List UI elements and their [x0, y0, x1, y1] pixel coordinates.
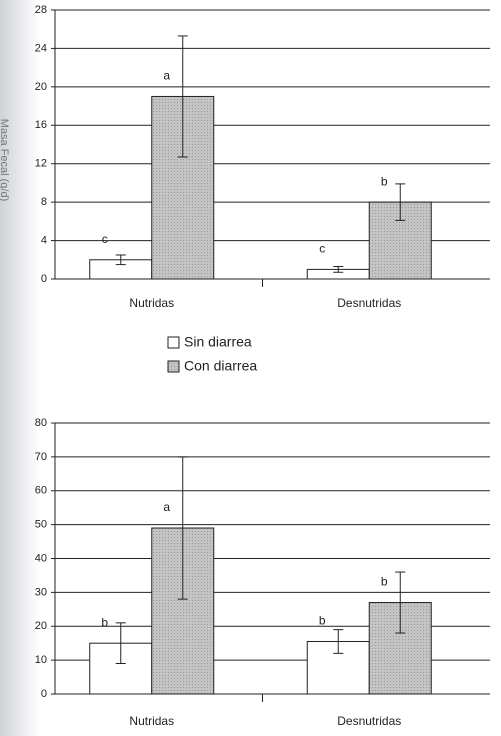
- significance-letter: a: [163, 500, 170, 514]
- y-tick-label: 0: [41, 273, 47, 285]
- y-tick-label: 24: [35, 42, 47, 54]
- y-axis-label: Masa Fecal (g/d): [0, 119, 10, 202]
- legend-label: Con diarrea: [184, 358, 257, 374]
- significance-letter: b: [381, 575, 388, 589]
- significance-letter: b: [101, 615, 108, 629]
- significance-letter: b: [381, 174, 388, 188]
- y-tick-label: 8: [41, 196, 47, 208]
- y-tick-label: 12: [35, 158, 47, 170]
- x-tick-label: Desnutridas: [337, 296, 401, 310]
- y-tick-label: 60: [35, 485, 47, 497]
- y-tick-label: 10: [35, 654, 47, 666]
- y-tick-label: 0: [41, 688, 47, 700]
- y-tick-label: 4: [41, 234, 47, 246]
- y-tick-label: 50: [35, 519, 47, 531]
- significance-letter: b: [319, 614, 326, 628]
- y-tick-label: 80: [35, 417, 47, 429]
- legend-swatch: [167, 336, 180, 349]
- legend-swatch: [167, 360, 180, 373]
- significance-letter: a: [163, 69, 170, 83]
- y-tick-label: 30: [35, 586, 47, 598]
- y-tick-label: 40: [35, 552, 47, 564]
- scan-edge: [0, 0, 40, 736]
- y-tick-label: 70: [35, 451, 47, 463]
- y-tick-label: 20: [35, 81, 47, 93]
- x-tick-label: Nutridas: [129, 296, 174, 310]
- x-tick-label: Nutridas: [129, 714, 174, 728]
- y-tick-label: 16: [35, 119, 47, 131]
- y-tick-label: 28: [35, 4, 47, 16]
- significance-letter: c: [102, 232, 108, 246]
- y-tick-label: 20: [35, 620, 47, 632]
- x-tick-label: Desnutridas: [337, 714, 401, 728]
- significance-letter: c: [319, 242, 325, 256]
- legend-label: Sin diarrea: [184, 334, 252, 350]
